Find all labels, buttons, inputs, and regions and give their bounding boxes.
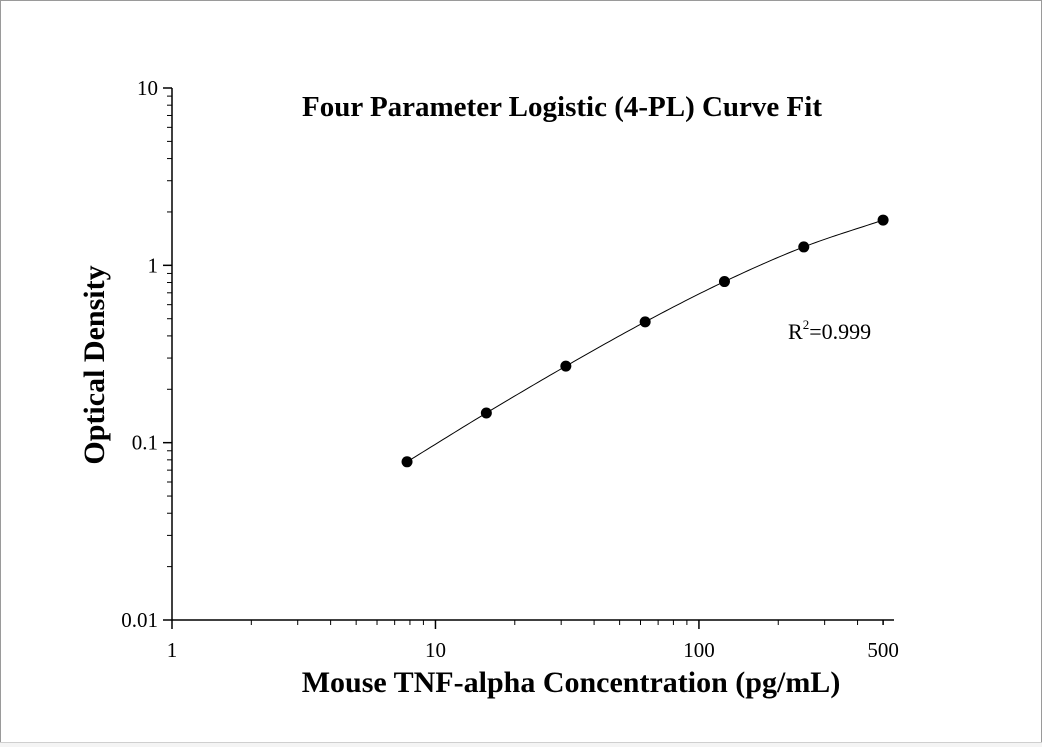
window-bottom-strip [0,742,1042,747]
y-axis-title: Optical Density [78,265,111,464]
ticks: 0.01 0.1 1 10 1 10 100 500 [121,76,899,662]
x-tick-label: 10 [425,638,446,662]
data-point [718,276,730,288]
data-point [877,214,889,226]
r-squared-superscript: 2 [803,317,810,332]
y-tick-label: 0.1 [132,431,158,455]
x-tick-label: 100 [683,638,715,662]
x-axis-title: Mouse TNF-alpha Concentration (pg/mL) [302,666,841,699]
chart-title: Four Parameter Logistic (4-PL) Curve Fit [302,91,822,123]
data-point [560,360,572,372]
y-tick-label: 1 [148,253,159,277]
y-tick-label: 0.01 [121,608,158,632]
x-tick-label: 1 [167,638,178,662]
data-point [639,316,651,328]
data-points [401,214,889,468]
y-tick-label: 10 [137,76,158,100]
data-point [798,241,810,253]
x-tick-label: 500 [867,638,899,662]
data-point [401,456,413,468]
axes [171,88,894,621]
r-squared-annotation: R2=0.999 [788,317,871,344]
r-squared-base: R [788,319,803,344]
r-squared-value: =0.999 [809,319,871,344]
data-point [480,407,492,419]
